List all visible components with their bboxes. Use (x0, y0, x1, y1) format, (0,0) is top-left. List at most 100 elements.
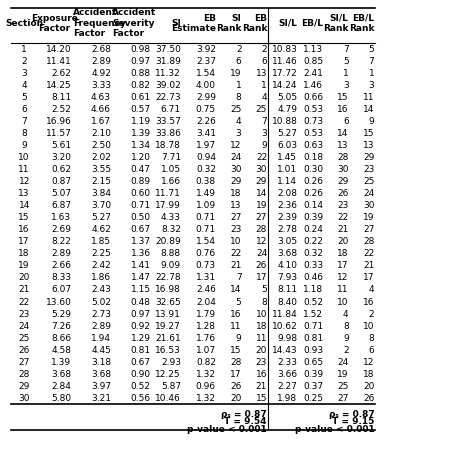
Text: 2.89: 2.89 (91, 57, 111, 66)
Text: 2.50: 2.50 (91, 141, 111, 150)
Text: 6: 6 (236, 57, 242, 66)
Text: 9: 9 (343, 334, 349, 343)
Text: 16.98: 16.98 (155, 286, 181, 295)
Text: 29: 29 (337, 177, 349, 186)
Text: 2.10: 2.10 (91, 129, 111, 138)
Text: 18: 18 (230, 189, 242, 198)
Text: 18: 18 (18, 249, 30, 258)
Text: 12: 12 (256, 237, 267, 247)
Text: 1.37: 1.37 (130, 237, 151, 247)
Text: 0.97: 0.97 (130, 57, 151, 66)
Text: 2.89: 2.89 (91, 322, 111, 330)
Text: 3: 3 (21, 69, 27, 78)
Text: 2.15: 2.15 (91, 177, 111, 186)
Text: 11: 11 (337, 286, 349, 295)
Text: 0.18: 0.18 (303, 153, 323, 162)
Text: 9.09: 9.09 (161, 261, 181, 270)
Text: 0.82: 0.82 (196, 358, 216, 367)
Text: 0.93: 0.93 (303, 346, 323, 355)
Text: 22.73: 22.73 (155, 93, 181, 102)
Text: 16: 16 (363, 297, 374, 307)
Text: 2.68: 2.68 (91, 45, 111, 54)
Text: 5.02: 5.02 (91, 297, 111, 307)
Text: 0.85: 0.85 (303, 57, 323, 66)
Text: 10.46: 10.46 (155, 394, 181, 403)
Text: 0.37: 0.37 (303, 382, 323, 391)
Text: 0.73: 0.73 (303, 117, 323, 126)
Text: 3.05: 3.05 (277, 237, 297, 247)
Text: 16: 16 (337, 105, 349, 114)
Text: 18: 18 (255, 322, 267, 330)
Text: 4.62: 4.62 (91, 225, 111, 234)
Text: 5.87: 5.87 (161, 382, 181, 391)
Text: 15: 15 (255, 394, 267, 403)
Text: 3.92: 3.92 (196, 45, 216, 54)
Text: 14.20: 14.20 (46, 45, 72, 54)
Text: 1.32: 1.32 (196, 394, 216, 403)
Text: 22: 22 (337, 213, 349, 222)
Text: 1.19: 1.19 (130, 117, 151, 126)
Text: 11.41: 11.41 (46, 57, 72, 66)
Text: 0.47: 0.47 (131, 165, 151, 174)
Text: 13: 13 (230, 201, 242, 210)
Text: 29: 29 (256, 177, 267, 186)
Text: 4.33: 4.33 (161, 213, 181, 222)
Text: Exposure
Factor: Exposure Factor (31, 14, 78, 33)
Text: 1.98: 1.98 (277, 394, 297, 403)
Text: 1.09: 1.09 (196, 201, 216, 210)
Text: 26: 26 (230, 382, 242, 391)
Text: 25: 25 (230, 105, 242, 114)
Text: 8: 8 (369, 334, 374, 343)
Text: 30: 30 (18, 394, 30, 403)
Text: 9: 9 (369, 117, 374, 126)
Text: 28: 28 (337, 153, 349, 162)
Text: 6: 6 (261, 57, 267, 66)
Text: 27: 27 (230, 213, 242, 222)
Text: 16: 16 (255, 370, 267, 379)
Text: 11: 11 (363, 93, 374, 102)
Text: 5: 5 (236, 297, 242, 307)
Text: Accident
Frequency
Factor: Accident Frequency Factor (73, 8, 126, 38)
Text: 1: 1 (21, 45, 27, 54)
Text: 3.68: 3.68 (277, 249, 297, 258)
Text: 3.68: 3.68 (91, 370, 111, 379)
Text: 0.65: 0.65 (303, 358, 323, 367)
Text: 1.54: 1.54 (196, 237, 216, 247)
Text: 0.71: 0.71 (130, 201, 151, 210)
Text: 2.93: 2.93 (161, 358, 181, 367)
Text: 16: 16 (18, 225, 30, 234)
Text: 7.71: 7.71 (161, 153, 181, 162)
Text: 0.90: 0.90 (130, 370, 151, 379)
Text: 1.47: 1.47 (131, 274, 151, 282)
Text: 0.26: 0.26 (303, 189, 323, 198)
Text: 17: 17 (255, 274, 267, 282)
Text: 6.07: 6.07 (51, 286, 72, 295)
Text: 0.14: 0.14 (303, 201, 323, 210)
Text: 10: 10 (18, 153, 30, 162)
Text: 12: 12 (363, 358, 374, 367)
Text: 1.41: 1.41 (131, 261, 151, 270)
Text: 0.88: 0.88 (130, 69, 151, 78)
Text: 1.07: 1.07 (196, 346, 216, 355)
Text: 8.11: 8.11 (51, 93, 72, 102)
Text: 0.38: 0.38 (196, 177, 216, 186)
Text: 20.89: 20.89 (155, 237, 181, 247)
Text: 2.69: 2.69 (52, 225, 72, 234)
Text: 8.33: 8.33 (51, 274, 72, 282)
Text: 17: 17 (363, 274, 374, 282)
Text: p-value < 0.001: p-value < 0.001 (187, 425, 267, 434)
Text: 2.78: 2.78 (277, 225, 297, 234)
Text: EB
Estimate: EB Estimate (171, 14, 216, 33)
Text: 14: 14 (363, 105, 374, 114)
Text: 3.20: 3.20 (52, 153, 72, 162)
Text: 20: 20 (363, 382, 374, 391)
Text: 0.61: 0.61 (130, 93, 151, 102)
Text: 3: 3 (236, 129, 242, 138)
Text: 1.18: 1.18 (303, 286, 323, 295)
Text: 6: 6 (21, 105, 27, 114)
Text: 3.18: 3.18 (91, 358, 111, 367)
Text: 3.70: 3.70 (91, 201, 111, 210)
Text: 0.60: 0.60 (130, 189, 151, 198)
Text: 10: 10 (230, 237, 242, 247)
Text: 5.07: 5.07 (51, 189, 72, 198)
